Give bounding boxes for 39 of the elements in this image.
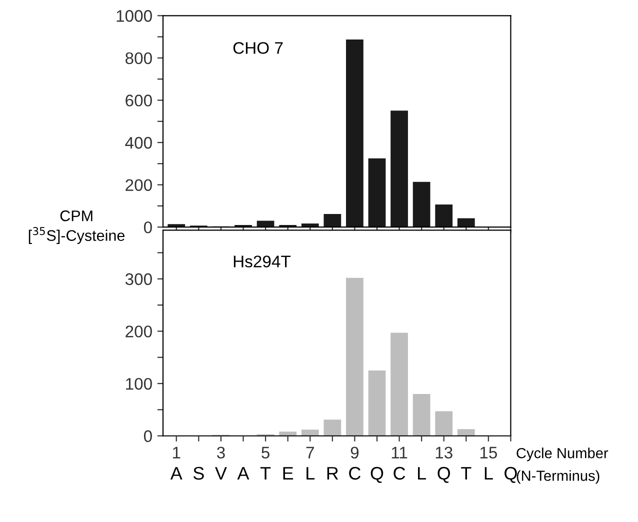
y-tick-label: 0 (144, 221, 152, 234)
x-tick-label: L (484, 467, 493, 480)
x2-tick-label: 15 (480, 446, 497, 459)
x-tick-label: Q (370, 466, 384, 483)
x2-tick-label: 11 (392, 446, 408, 458)
x-tick-label: L (418, 467, 426, 480)
x-tick-label: A (170, 467, 182, 480)
x-tick-label: S (193, 466, 204, 480)
x-axis-title: (N-Terminus) (516, 470, 600, 484)
x2-tick-label: 5 (262, 446, 270, 459)
x-tick-label: V (215, 467, 227, 480)
y-tick-label: 100 (126, 378, 152, 390)
x2-tick-label: 9 (350, 446, 359, 459)
x-tick-label: T (260, 467, 271, 480)
text: Hs294T (234, 256, 291, 268)
x2-tick-label: 1 (173, 446, 180, 458)
x-tick-label: Q (438, 466, 450, 483)
y-tick-label: 1000 (116, 10, 152, 22)
x-tick-label: C (394, 466, 406, 480)
x-tick-label: L (306, 467, 315, 480)
y-tick-label: 400 (125, 136, 152, 149)
x-tick-label: A (237, 467, 250, 480)
x2-tick-label: 7 (306, 446, 314, 458)
x-tick-label: Q (504, 466, 517, 483)
y-tick-label: 800 (126, 52, 152, 64)
text: CHO 7 (233, 42, 283, 54)
x-tick-label: C (349, 466, 361, 480)
x-tick-label: E (283, 467, 294, 480)
x-tick-label: T (461, 467, 472, 480)
y-tick-label: 0 (144, 430, 152, 442)
x2-tick-label: 3 (216, 446, 225, 459)
x2-tick-label: 13 (436, 446, 452, 459)
x-tick-label: R (327, 467, 338, 480)
text: CPM [$^{35}$S]-Cysteine (28, 210, 125, 244)
y-tick-label: 200 (126, 179, 152, 191)
y-tick-label: 200 (126, 326, 152, 338)
x2-axis-title: Cycle Number (516, 448, 608, 462)
y-tick-label: 300 (125, 273, 152, 286)
y-tick-label: 600 (126, 94, 152, 106)
